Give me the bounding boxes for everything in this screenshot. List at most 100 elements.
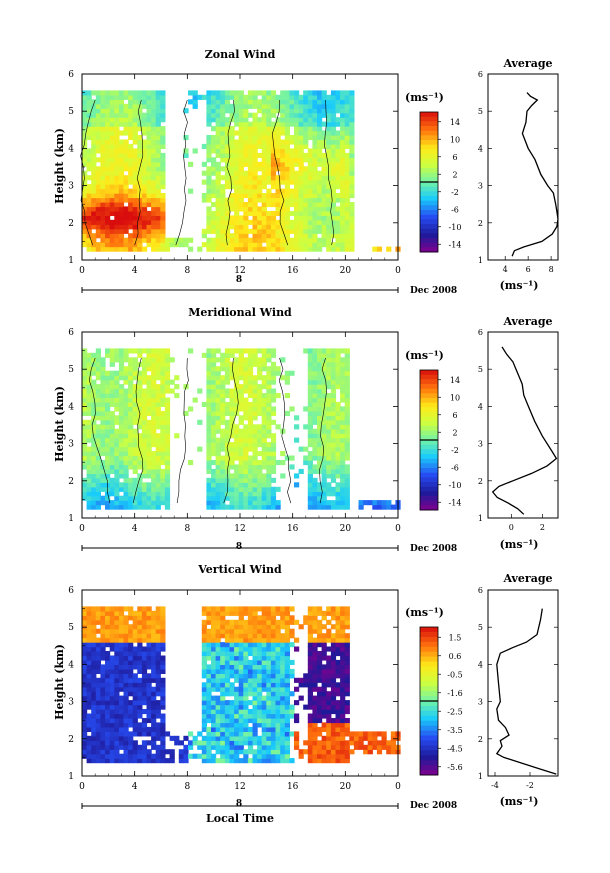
heatmap-cell <box>247 700 254 706</box>
heatmap-cell <box>229 90 235 96</box>
heatmap-cell <box>151 624 157 630</box>
heatmap-cell <box>123 451 129 457</box>
heatmap-cell <box>123 664 129 670</box>
heatmap-cell <box>257 197 263 203</box>
heatmap-cell <box>312 410 318 416</box>
heatmap-cell <box>215 393 221 399</box>
heatmap-cell <box>114 464 120 470</box>
heatmap-cell <box>330 397 337 403</box>
colorbar-swatch <box>420 416 438 422</box>
heatmap-cell <box>330 410 337 416</box>
heatmap-cell <box>183 749 189 755</box>
heatmap-cell <box>114 157 120 163</box>
heatmap-cell <box>243 175 249 181</box>
heatmap-cell <box>109 673 115 679</box>
heatmap-cell <box>123 108 129 114</box>
heatmap-cell <box>317 482 323 488</box>
heatmap-cell <box>109 170 115 176</box>
heatmap-cell <box>349 219 355 225</box>
heatmap-cell <box>82 495 88 501</box>
heatmap-cell <box>266 108 272 114</box>
heatmap-cell <box>247 486 254 492</box>
heatmap-cell <box>215 175 221 181</box>
heatmap-cell <box>155 686 161 692</box>
heatmap-cell <box>238 175 244 181</box>
heatmap-cell <box>229 700 235 706</box>
heatmap-cell <box>330 246 337 252</box>
heatmap-cell <box>151 713 157 719</box>
heatmap-cell <box>128 357 134 363</box>
heatmap-cell <box>247 713 254 719</box>
heatmap-cell <box>270 682 277 688</box>
heatmap-cell <box>91 758 97 764</box>
heatmap-cell <box>243 184 249 190</box>
heatmap-cell <box>312 361 318 367</box>
heatmap-cell <box>284 637 290 643</box>
heatmap-cell <box>261 184 267 190</box>
heatmap-cell <box>123 695 129 701</box>
heatmap-cell <box>229 193 235 199</box>
heatmap-cell <box>270 642 277 648</box>
heatmap-cell <box>238 126 244 132</box>
heatmap-cell <box>146 348 152 354</box>
heatmap-cell <box>298 94 304 100</box>
heatmap-cell <box>289 202 295 208</box>
heatmap-cell <box>321 451 327 457</box>
heatmap-cell <box>211 677 217 683</box>
heatmap-cell <box>128 161 134 167</box>
heatmap-cell <box>266 126 272 132</box>
colorbar-swatch <box>420 172 438 178</box>
heatmap-cell <box>82 442 88 448</box>
heatmap-cell <box>155 606 161 612</box>
heatmap-cell <box>123 152 129 158</box>
heatmap-cell <box>128 233 134 239</box>
heatmap-cell <box>326 206 332 212</box>
heatmap-cell <box>118 424 125 430</box>
heatmap-cell <box>160 659 166 665</box>
heatmap-cell <box>275 103 281 109</box>
heatmap-cell <box>160 735 166 741</box>
heatmap-cell <box>132 633 138 639</box>
heatmap-cell <box>118 735 125 741</box>
heatmap-cell <box>141 500 148 506</box>
heatmap-cell <box>146 152 152 158</box>
heatmap-cell <box>82 90 88 96</box>
heatmap-cell <box>91 242 97 248</box>
heatmap-cell <box>86 175 92 181</box>
heatmap-cell <box>340 393 346 399</box>
heatmap-cell <box>109 424 115 430</box>
heatmap-cell <box>206 482 212 488</box>
heatmap-cell <box>344 428 350 434</box>
heatmap-cell <box>317 188 323 194</box>
heatmap-cell <box>91 112 97 118</box>
heatmap-cell <box>91 188 97 194</box>
heatmap-cell <box>82 753 88 759</box>
heatmap-cell <box>114 633 120 639</box>
heatmap-cell <box>321 758 327 764</box>
heatmap-cell <box>321 135 327 141</box>
heatmap-cell <box>266 90 272 96</box>
heatmap-cell <box>261 406 267 412</box>
heatmap-cell <box>243 677 249 683</box>
heatmap-cell <box>330 370 337 376</box>
heatmap-cell <box>95 709 101 715</box>
heatmap-cell <box>91 753 97 759</box>
heatmap-cell <box>105 455 111 461</box>
heatmap-cell <box>344 206 350 212</box>
heatmap-cell <box>95 646 101 652</box>
heatmap-cell <box>312 686 318 692</box>
heatmap-cell <box>137 504 143 510</box>
heatmap-cell <box>211 651 217 657</box>
heatmap-cell <box>229 215 235 221</box>
heatmap-cell <box>160 384 166 390</box>
heatmap-cell <box>109 246 115 252</box>
heatmap-cell <box>105 691 111 697</box>
heatmap-cell <box>280 126 286 132</box>
heatmap-cell <box>330 500 337 506</box>
heatmap-cell <box>188 460 194 466</box>
heatmap-cell <box>123 642 129 648</box>
heatmap-cell <box>238 668 244 674</box>
heatmap-cell <box>206 415 212 421</box>
heatmap-cell <box>312 184 318 190</box>
heatmap-cell <box>358 500 364 506</box>
